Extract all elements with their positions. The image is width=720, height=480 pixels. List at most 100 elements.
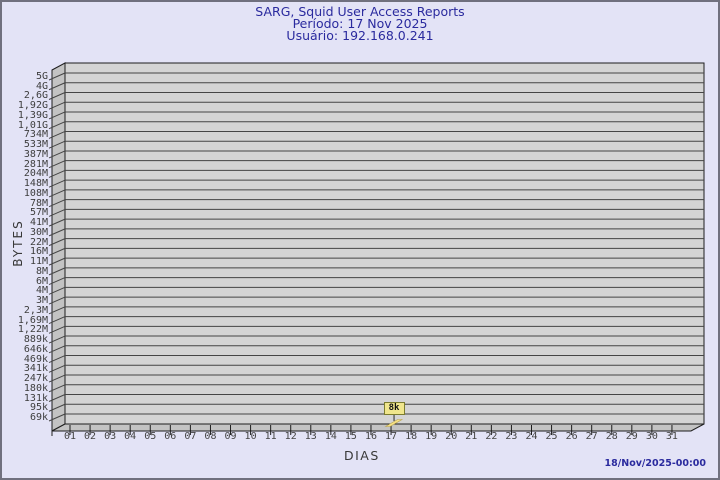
y-tick-label: 469k xyxy=(23,353,48,365)
y-tick-label: 131k xyxy=(23,392,48,404)
y-tick-label: 8M xyxy=(35,265,48,277)
plot-area xyxy=(64,62,705,425)
gridline-wall-connector xyxy=(48,374,66,383)
x-tick-label: 29 xyxy=(625,431,638,442)
report-period: Período: 17 Nov 2025 xyxy=(292,16,428,31)
gridline-wall-connector xyxy=(48,296,66,305)
gridline-wall-connector xyxy=(48,238,66,247)
x-tick-label: 15 xyxy=(344,431,357,442)
y-tick-label: 11M xyxy=(29,256,48,268)
y-tick-label: 41M xyxy=(29,217,48,229)
x-tick-label: 22 xyxy=(485,431,498,442)
x-tick-label: 28 xyxy=(605,431,618,442)
gridline-wall-connector xyxy=(48,286,66,295)
gridline-wall-connector xyxy=(48,189,66,198)
gridline-wall-connector xyxy=(48,345,66,354)
gridline-wall-connector xyxy=(48,247,66,256)
y-tick-label: 1,92G xyxy=(17,100,48,112)
gridline-wall-connector xyxy=(48,179,66,188)
x-tick-label: 26 xyxy=(565,431,578,442)
gridline-wall-connector xyxy=(48,316,66,325)
gridline-wall-connector xyxy=(48,199,66,208)
gridline-wall-connector xyxy=(48,257,66,266)
y-tick-label: 5G xyxy=(35,71,48,82)
report-header: SARG, Squid User Access Reports Período:… xyxy=(2,4,718,43)
x-tick-label: 19 xyxy=(425,431,438,442)
x-tick-label: 23 xyxy=(505,431,518,442)
gridline-wall-connector xyxy=(48,335,66,344)
y-tick-label: 108M xyxy=(23,187,48,199)
x-axis-ticks xyxy=(69,425,673,435)
gridline-wall-connector xyxy=(48,111,66,120)
y-tick-label: 1,22M xyxy=(17,324,48,336)
gridline-wall-connector xyxy=(48,121,66,130)
gridline-wall-connector xyxy=(48,364,66,373)
x-tick-label: 08 xyxy=(204,431,217,442)
gridline-wall-connector xyxy=(48,82,66,91)
gridline-wall-connector xyxy=(48,72,66,81)
y-tick-label: 69k xyxy=(29,412,48,423)
gridline-wall-connector xyxy=(48,130,66,139)
gridline-wall-connector xyxy=(48,394,66,402)
gridline-wall-connector xyxy=(48,403,66,412)
y-tick-label: 30M xyxy=(29,226,48,238)
x-tick-label: 18 xyxy=(405,431,418,442)
y-tick-label: 4G xyxy=(35,80,48,92)
x-tick-label: 31 xyxy=(665,431,678,442)
x-tick-label: 05 xyxy=(144,431,157,442)
y-tick-label: 1,39G xyxy=(17,109,48,121)
gridline-wall-connector xyxy=(48,413,66,422)
x-tick-label: 12 xyxy=(284,431,297,442)
gridline-wall-connector xyxy=(48,277,66,286)
x-tick-label: 09 xyxy=(224,431,237,442)
x-tick-label: 17 xyxy=(385,431,398,442)
x-tick-label: 21 xyxy=(465,431,478,442)
report-user: Usuário: 192.168.0.241 xyxy=(286,28,434,43)
gridline-wall-connector xyxy=(48,306,66,315)
gridlines xyxy=(48,72,704,422)
y-tick-label: 341k xyxy=(23,363,48,375)
x-tick-label: 24 xyxy=(525,431,538,442)
gridline-wall-connector xyxy=(48,218,66,227)
gridline-wall-connector xyxy=(48,169,66,178)
gridline-wall-connector xyxy=(48,267,66,276)
gridline-wall-connector xyxy=(48,92,66,100)
y-axis-title: BYTES xyxy=(11,219,25,267)
x-tick-label: 27 xyxy=(585,431,598,442)
y-tick-label: 247k xyxy=(23,373,48,385)
data-point-value-flag: 8k xyxy=(383,402,405,415)
y-tick-label: 204M xyxy=(23,168,48,180)
x-tick-label: 02 xyxy=(84,431,97,442)
x-tick-label: 20 xyxy=(445,431,458,442)
x-tick-label: 16 xyxy=(364,431,377,442)
x-tick-label: 25 xyxy=(545,431,558,442)
y-tick-label: 1,69M xyxy=(17,314,48,326)
y-tick-label: 3M xyxy=(35,295,48,307)
x-tick-label: 04 xyxy=(124,431,137,442)
y-tick-label: 16M xyxy=(29,246,48,258)
gridline-wall-connector xyxy=(48,325,66,334)
bar-day-17 xyxy=(384,419,404,427)
y-tick-label: 889k xyxy=(23,334,48,346)
x-tick-label: 14 xyxy=(324,431,337,442)
y-tick-label: 533M xyxy=(23,139,48,151)
x-tick-label: 06 xyxy=(164,431,177,442)
x-tick-label: 30 xyxy=(645,431,658,442)
gridline-wall-connector xyxy=(48,101,66,110)
y-tick-label: 734M xyxy=(23,129,48,141)
x-tick-label: 13 xyxy=(304,431,317,442)
x-tick-label: 01 xyxy=(63,431,77,442)
y-tick-label: 78M xyxy=(29,197,48,209)
y-tick-label: 148M xyxy=(23,178,48,190)
report-title: SARG, Squid User Access Reports xyxy=(255,4,465,19)
y-tick-label: 2,6G xyxy=(23,90,48,102)
generation-timestamp: 18/Nov/2025-00:00 xyxy=(604,458,706,469)
gridline-wall-connector xyxy=(48,228,66,237)
y-tick-label: 22M xyxy=(29,236,48,248)
gridline-wall-connector xyxy=(48,150,66,159)
gridline-wall-connector xyxy=(48,140,66,149)
gridline-wall-connector xyxy=(48,384,66,393)
x-tick-label: 07 xyxy=(184,431,197,442)
gridline-wall-connector xyxy=(48,208,66,217)
